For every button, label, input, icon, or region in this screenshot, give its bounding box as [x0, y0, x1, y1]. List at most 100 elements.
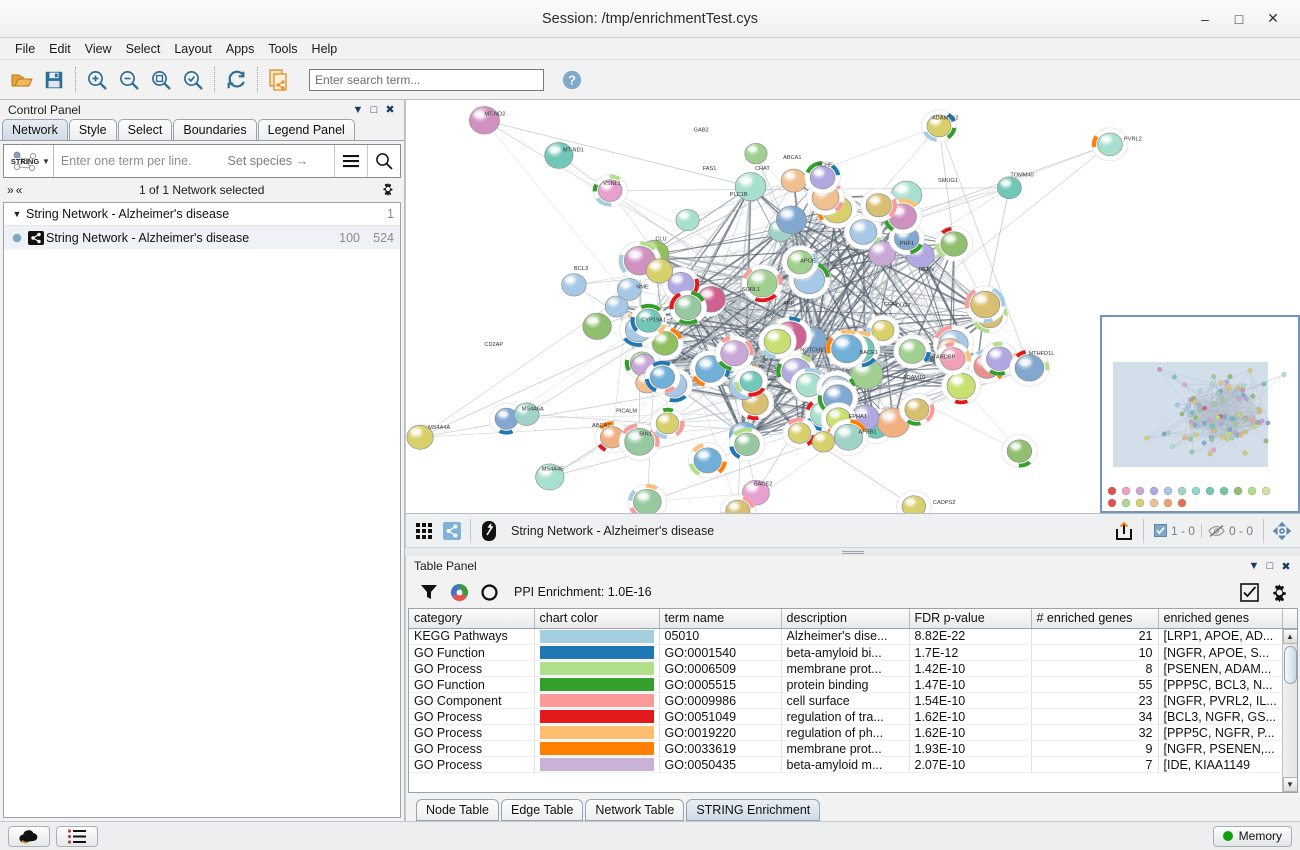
tab-legend-panel[interactable]: Legend Panel	[257, 119, 355, 140]
cell-description: protein binding	[781, 676, 910, 693]
svg-text:BCL3: BCL3	[574, 266, 588, 272]
tab-string-enrichment[interactable]: STRING Enrichment	[686, 799, 821, 821]
table-scroll-area[interactable]: KEGG Pathways 05010 Alzheimer's dise... 8.8…	[409, 628, 1297, 792]
table-row[interactable]: GO Process GO:0006509 membrane prot... 1.42…	[409, 660, 1297, 677]
table-vertical-scrollbar[interactable]: ▲ ▼	[1282, 628, 1297, 792]
string-search-icon[interactable]	[367, 145, 400, 177]
table-row[interactable]: GO Process GO:0051049 regulation of tra...…	[409, 708, 1297, 725]
network-canvas[interactable]: MT-ND2 MT-ND1 VSNL1 GAB2 FAS1 PICALM CD2AP MS4A…	[405, 100, 1300, 513]
tab-edge-table[interactable]: Edge Table	[501, 799, 584, 821]
string-query-input[interactable]: Enter one term per line. Set species →	[52, 145, 334, 177]
string-species-hint[interactable]: Set species →	[227, 154, 309, 168]
string-species-chevron-down-icon[interactable]: ▼	[42, 156, 50, 166]
menu-bar: File Edit View Select Layout Apps Tools …	[0, 38, 1300, 60]
zoom-in-icon[interactable]	[81, 64, 113, 96]
search-input[interactable]: Enter search term...	[309, 68, 544, 91]
network-settings-gear-icon[interactable]	[381, 182, 401, 199]
birds-eye-view[interactable]	[1100, 315, 1300, 513]
menu-edit[interactable]: Edit	[49, 41, 71, 56]
save-session-icon[interactable]	[38, 64, 70, 96]
menu-select[interactable]: Select	[125, 41, 161, 56]
cell-fdr: 1.62E-10	[909, 724, 1032, 741]
table-header-fdr[interactable]: FDR p-value	[909, 609, 1032, 629]
menu-apps[interactable]: Apps	[225, 41, 255, 56]
string-logo-icon[interactable]: STRING	[4, 147, 46, 175]
maximize-button[interactable]: □	[1234, 10, 1244, 27]
control-panel-float-icon[interactable]: □	[370, 103, 378, 116]
table-row[interactable]: KEGG Pathways 05010 Alzheimer's dise... 8.8…	[409, 628, 1297, 645]
refresh-icon[interactable]	[220, 64, 252, 96]
table-header-genes[interactable]: enriched genes	[1158, 609, 1283, 629]
menu-help[interactable]: Help	[311, 41, 338, 56]
hidden-nodes-indicator[interactable]: 0 - 0	[1200, 523, 1259, 538]
string-options-menu-icon[interactable]	[334, 145, 367, 177]
scrollbar-thumb[interactable]	[1283, 645, 1297, 684]
zoom-selected-icon[interactable]	[177, 64, 209, 96]
export-image-icon[interactable]	[1111, 518, 1139, 544]
menu-view[interactable]: View	[84, 41, 112, 56]
menu-layout[interactable]: Layout	[174, 41, 212, 56]
svg-text:PLC1B: PLC1B	[730, 192, 748, 198]
network-graph[interactable]: MT-ND2 MT-ND1 VSNL1 GAB2 FAS1 PICALM CD2AP MS4A…	[406, 100, 1300, 513]
control-panel-collapse-icon[interactable]: ▼	[352, 103, 364, 116]
annotation-icon[interactable]	[475, 518, 503, 544]
string-network-icon[interactable]	[438, 518, 466, 544]
table-header-chart_color[interactable]: chart color	[534, 609, 660, 629]
svg-text:APBB1: APBB1	[859, 430, 877, 436]
close-button[interactable]: ✕	[1267, 10, 1279, 26]
menu-file[interactable]: File	[15, 41, 36, 56]
svg-text:NOTCH1: NOTCH1	[800, 347, 823, 353]
tree-expander-icon[interactable]: ▼	[12, 209, 22, 219]
table-row[interactable]: GO Function GO:0001540 beta-amyloid bi... 1…	[409, 644, 1297, 661]
network-tree-item[interactable]: String Network - Alzheimer's disease 100…	[4, 226, 400, 249]
table-panel-float-icon[interactable]: □	[1266, 560, 1274, 572]
selected-nodes-indicator[interactable]: 1 - 0	[1148, 524, 1201, 538]
zoom-out-icon[interactable]	[113, 64, 145, 96]
memory-button[interactable]: Memory	[1212, 825, 1292, 847]
control-panel-close-icon[interactable]: ✖	[385, 104, 395, 116]
help-icon[interactable]: ?	[556, 64, 588, 96]
scroll-up-arrow-icon[interactable]: ▲	[1282, 628, 1297, 644]
table-row[interactable]: GO Component GO:0009986 cell surface 1.54E-…	[409, 692, 1297, 709]
fit-content-icon[interactable]	[1268, 518, 1296, 544]
svg-text:RELN: RELN	[919, 267, 934, 273]
tab-style[interactable]: Style	[68, 119, 117, 140]
table-body: KEGG Pathways 05010 Alzheimer's dise... 8.8…	[409, 628, 1297, 773]
expand-all-icon[interactable]: «	[15, 183, 23, 197]
network-tree-root-row[interactable]: ▼ String Network - Alzheimer's disease 1	[4, 203, 400, 226]
table-row[interactable]: GO Process GO:0019220 regulation of ph... 1…	[409, 724, 1297, 741]
tab-network-table[interactable]: Network Table	[585, 799, 685, 821]
table-row[interactable]: GO Function GO:0005515 protein binding 1.47…	[409, 676, 1297, 693]
table-row[interactable]: GO Process GO:0033619 membrane prot... 1.93…	[409, 740, 1297, 757]
horizontal-splitter[interactable]	[405, 547, 1300, 556]
tab-network[interactable]: Network	[2, 119, 68, 140]
table-header-category[interactable]: category	[409, 609, 535, 629]
collapse-all-icon[interactable]: »	[7, 183, 14, 197]
gear-icon[interactable]	[1264, 578, 1294, 606]
donut-ring-icon[interactable]	[474, 578, 504, 606]
window-controls: – □ ✕	[1188, 4, 1300, 34]
scroll-down-arrow-icon[interactable]: ▼	[1282, 777, 1297, 792]
grid-layout-icon[interactable]	[410, 518, 438, 544]
table-panel-title: Table Panel	[414, 559, 477, 573]
export-network-icon[interactable]	[263, 64, 295, 96]
table-panel-close-icon[interactable]: ✖	[1281, 560, 1291, 573]
minimize-button[interactable]: –	[1201, 10, 1209, 27]
menu-tools[interactable]: Tools	[268, 41, 298, 56]
cell-description: beta-amyloid bi...	[781, 644, 910, 661]
open-session-icon[interactable]	[6, 64, 38, 96]
tab-boundaries[interactable]: Boundaries	[173, 119, 257, 140]
table-row[interactable]: GO Process GO:0050435 beta-amyloid m... 2.0…	[409, 756, 1297, 773]
zoom-fit-icon[interactable]	[145, 64, 177, 96]
table-header-description[interactable]: description	[781, 609, 910, 629]
filter-icon[interactable]	[414, 578, 444, 606]
tab-node-table[interactable]: Node Table	[416, 799, 500, 821]
cloud-icon[interactable]	[8, 825, 50, 847]
table-header-n_genes[interactable]: # enriched genes	[1031, 609, 1159, 629]
table-header-term_name[interactable]: term name	[659, 609, 782, 629]
pie-chart-icon[interactable]	[444, 578, 474, 606]
checkbox-checked-icon[interactable]	[1234, 578, 1264, 606]
tab-select[interactable]: Select	[117, 119, 173, 140]
task-list-icon[interactable]	[56, 825, 98, 847]
table-panel-collapse-icon[interactable]: ▼	[1248, 560, 1260, 572]
